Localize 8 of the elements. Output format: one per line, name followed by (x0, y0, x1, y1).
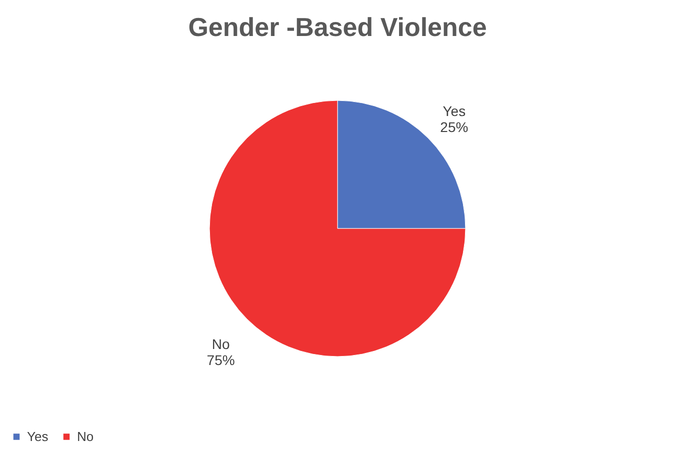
slice-label: No (212, 336, 230, 352)
data-label: 25% (440, 118, 468, 135)
legend-label: Yes (27, 428, 49, 444)
data-label: 75% (206, 352, 235, 368)
slice-label: Yes (442, 102, 466, 119)
chart-title: Gender -Based Violence (188, 12, 487, 42)
pie-slice (209, 100, 466, 357)
legend-label: No (77, 428, 94, 444)
